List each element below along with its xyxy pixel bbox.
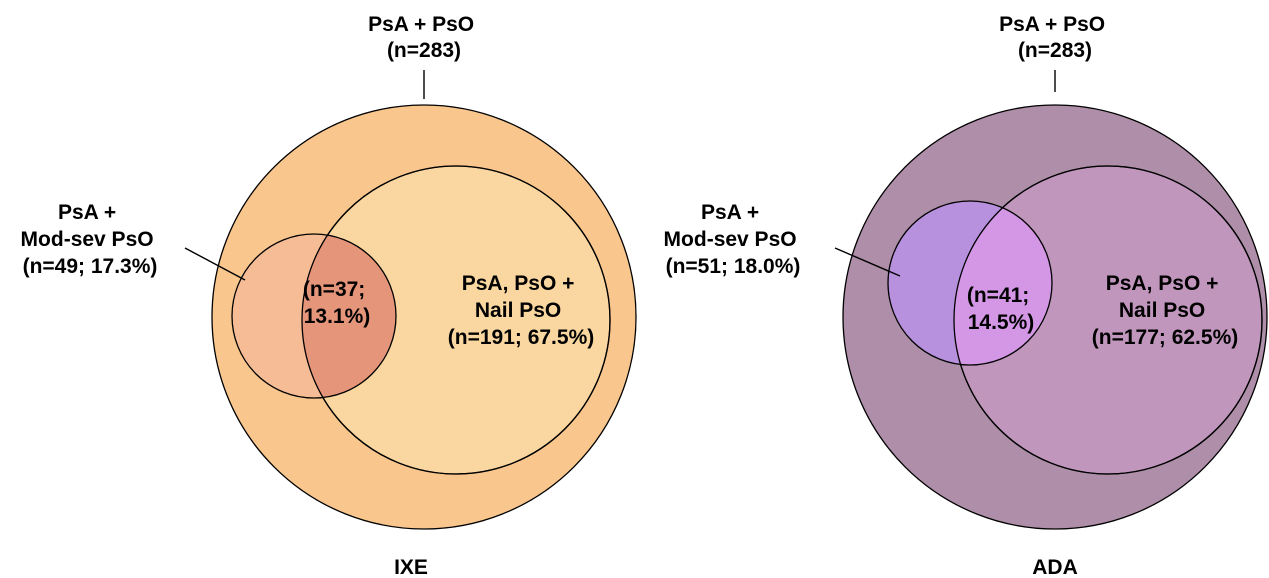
- ada-outer-label-line1: PsA + PsO: [999, 13, 1105, 36]
- ixe-nail-label-line2: Nail PsO: [475, 299, 561, 322]
- ada-modsev-label-line1: PsA +: [701, 201, 759, 224]
- ixe-panel-title: IXE: [394, 556, 428, 578]
- ixe-outer-label-line2: (n=283): [387, 39, 461, 62]
- ixe-modsev-label-line3: (n=49; 17.3%): [23, 255, 158, 278]
- ixe-overlap-label: (n=37; 13.1%): [303, 278, 371, 328]
- ada-outer-label: PsA + PsO (n=283): [999, 13, 1111, 62]
- ada-nail-label-line2: Nail PsO: [1119, 299, 1205, 322]
- ada-modsev-label-line2: Mod-sev PsO: [664, 228, 797, 251]
- ada-nail-label-line3: (n=177; 62.5%): [1092, 326, 1239, 349]
- ixe-nail-label: PsA, PsO + Nail PsO (n=191; 67.5%): [448, 272, 595, 349]
- ixe-modsev-label-line2: Mod-sev PsO: [21, 228, 154, 251]
- ada-overlap-label-line2: 14.5%): [968, 311, 1035, 334]
- ada-modsev-outline: [887, 200, 1053, 366]
- ada-panel-title: ADA: [1032, 556, 1078, 578]
- ixe-outer-label: PsA + PsO (n=283): [368, 13, 480, 62]
- ada-overlap-region: [954, 201, 1052, 365]
- ixe-outer-label-line1: PsA + PsO: [368, 13, 474, 36]
- ixe-nail-label-line3: (n=191; 67.5%): [448, 326, 595, 349]
- ixe-overlap-label-line2: 13.1%): [304, 305, 371, 328]
- ixe-nail-label-line1: PsA, PsO +: [462, 272, 575, 295]
- ixe-modsev-leader: [184, 247, 246, 281]
- ada-outer-label-line2: (n=283): [1018, 39, 1092, 62]
- ada-modsev-leader: [834, 247, 901, 277]
- ixe-modsev-label-line1: PsA +: [58, 201, 116, 224]
- ada-nail-label: PsA, PsO + Nail PsO (n=177; 62.5%): [1092, 272, 1239, 349]
- ada-overlap-label: (n=41; 14.5%): [967, 284, 1035, 334]
- ada-nail-label-line1: PsA, PsO +: [1106, 272, 1219, 295]
- panel-ada: PsA + PsO (n=283) PsA + Mod-sev PsO (n=5…: [664, 13, 1268, 578]
- ada-modsev-label-line3: (n=51; 18.0%): [666, 255, 801, 278]
- ada-modsev-label: PsA + Mod-sev PsO (n=51; 18.0%): [664, 201, 803, 278]
- ixe-modsev-outline: [231, 233, 397, 399]
- ixe-modsev-label: PsA + Mod-sev PsO (n=49; 17.3%): [21, 201, 160, 278]
- ixe-overlap-region: [302, 234, 396, 398]
- ixe-overlap-label-line1: (n=37;: [303, 278, 365, 301]
- ada-overlap-label-line1: (n=41;: [967, 284, 1029, 307]
- ixe-nail-outline: [301, 165, 611, 475]
- panel-ixe: PsA + PsO (n=283) PsA + Mod-sev PsO (n=4…: [21, 13, 637, 578]
- ada-nail-outline: [953, 165, 1263, 475]
